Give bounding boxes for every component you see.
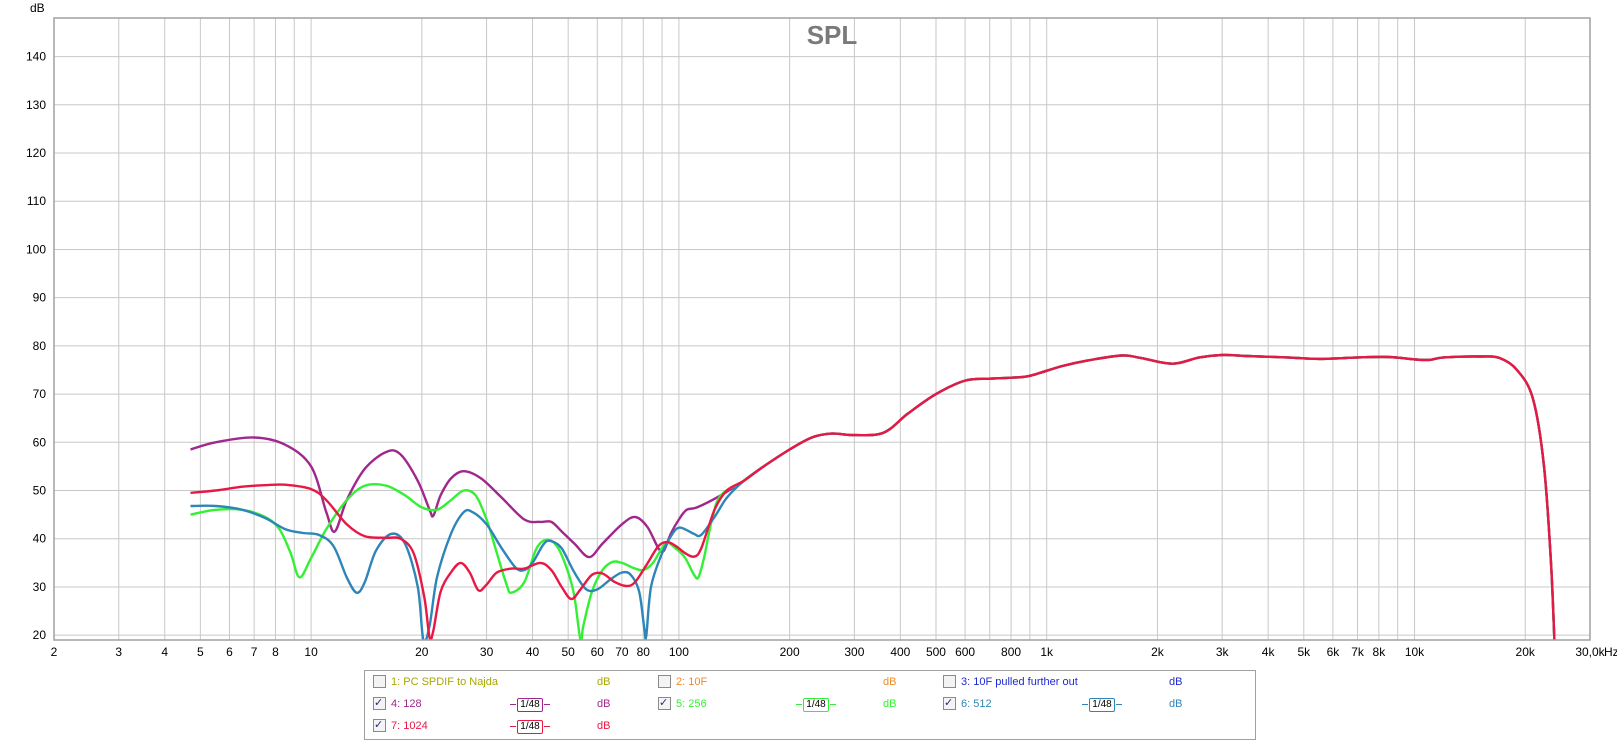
legend-text: 3: 10F pulled further out bbox=[961, 676, 1078, 688]
x-tick-label: 2 bbox=[51, 645, 58, 659]
y-tick-label: 80 bbox=[33, 339, 47, 353]
x-tick-label: 3k bbox=[1216, 645, 1230, 659]
y-tick-label: 60 bbox=[33, 435, 47, 449]
x-tick-label: 2k bbox=[1151, 645, 1165, 659]
legend-item: 4: 128 1/48 dB bbox=[365, 694, 1255, 713]
x-tick-label: 30,0k bbox=[1575, 645, 1605, 659]
x-tick-label: 600 bbox=[955, 645, 975, 659]
legend-text: 2: 10F bbox=[676, 676, 708, 688]
legend-item: 2: 10F dB bbox=[365, 673, 1255, 691]
legend-item: 6: 512 1/48 dB bbox=[365, 694, 1255, 713]
legend-label[interactable]: 2: 10F bbox=[658, 673, 707, 691]
grid bbox=[54, 18, 1590, 640]
y-tick-label: 100 bbox=[26, 242, 46, 256]
x-tick-label: 500 bbox=[926, 645, 946, 659]
x-tick-label: 80 bbox=[637, 645, 651, 659]
x-tick-label: 1k bbox=[1040, 645, 1054, 659]
legend-label[interactable]: 4: 128 bbox=[373, 694, 422, 713]
y-tick-label: 30 bbox=[33, 580, 47, 594]
legend-label[interactable]: 7: 1024 bbox=[373, 716, 428, 735]
x-tick-label: 800 bbox=[1001, 645, 1021, 659]
x-tick-label: 50 bbox=[561, 645, 575, 659]
x-tick-label: 6 bbox=[226, 645, 233, 659]
x-tick-label: 300 bbox=[844, 645, 864, 659]
smoothing-badge[interactable]: 1/48 bbox=[510, 698, 550, 712]
x-tick-label: 8k bbox=[1373, 645, 1387, 659]
series-line-4 bbox=[190, 353, 1556, 640]
x-axis-unit: Hz bbox=[1604, 645, 1617, 659]
x-tick-label: 200 bbox=[780, 645, 800, 659]
legend-item: 3: 10F pulled further out dB bbox=[365, 673, 1255, 691]
x-tick-label: 4 bbox=[161, 645, 168, 659]
y-tick-label: 120 bbox=[26, 146, 46, 160]
x-tick-label: 5 bbox=[197, 645, 204, 659]
legend-checkbox[interactable] bbox=[373, 694, 386, 712]
plot-frame bbox=[53, 17, 1591, 641]
y-tick-label: 20 bbox=[33, 628, 47, 642]
x-tick-label: 10 bbox=[304, 645, 318, 659]
legend-unit: dB bbox=[1169, 676, 1183, 688]
x-tick-label: 20 bbox=[415, 645, 429, 659]
legend-unit: dB bbox=[883, 676, 897, 688]
legend-checkbox[interactable] bbox=[373, 674, 386, 688]
y-tick-label: 70 bbox=[33, 387, 47, 401]
legend-label[interactable]: 3: 10F pulled further out bbox=[943, 673, 1078, 691]
series-line-6 bbox=[190, 353, 1556, 640]
legend-label[interactable]: 6: 512 bbox=[943, 694, 992, 713]
legend-item: 1: PC SPDIF to Najda dB bbox=[365, 673, 1255, 691]
legend-text: 5: 256 bbox=[676, 698, 707, 710]
x-tick-label: 7k bbox=[1351, 645, 1365, 659]
x-tick-label: 4k bbox=[1262, 645, 1276, 659]
legend-checkbox[interactable] bbox=[943, 674, 956, 688]
x-tick-label: 10k bbox=[1405, 645, 1425, 659]
smoothing-badge[interactable]: 1/48 bbox=[510, 720, 550, 734]
curves bbox=[190, 353, 1556, 640]
legend-text: 4: 128 bbox=[391, 698, 422, 710]
y-tick-label: 90 bbox=[33, 291, 47, 305]
smoothing-badge[interactable]: 1/48 bbox=[1082, 698, 1122, 712]
y-tick-label: 130 bbox=[26, 98, 46, 112]
legend-checkbox[interactable] bbox=[658, 674, 671, 688]
legend-checkbox[interactable] bbox=[943, 694, 956, 712]
legend-unit: dB bbox=[597, 720, 611, 732]
y-tick-label: 110 bbox=[27, 194, 46, 208]
x-tick-labels: 2 3 4 5 6 7 8 10 20 30 40 50 60 70 80 100 200 300 400 500 60… bbox=[51, 645, 1606, 659]
y-axis-label: dB bbox=[30, 1, 45, 15]
x-tick-label: 5k bbox=[1297, 645, 1311, 659]
y-tick-labels: 20 30 40 50 60 70 80 90 100 110 120 130 140 bbox=[26, 50, 46, 643]
x-tick-label: 6k bbox=[1327, 645, 1341, 659]
y-tick-label: 140 bbox=[26, 50, 46, 64]
smoothing-badge[interactable]: 1/48 bbox=[796, 698, 836, 712]
x-tick-label: 40 bbox=[526, 645, 540, 659]
legend-checkbox[interactable] bbox=[373, 716, 386, 734]
x-tick-label: 3 bbox=[115, 645, 122, 659]
legend-text: 1: PC SPDIF to Najda bbox=[391, 676, 498, 688]
y-tick-label: 40 bbox=[33, 532, 47, 546]
legend-item: 7: 1024 1/48 dB bbox=[365, 716, 1255, 735]
x-tick-label: 8 bbox=[272, 645, 279, 659]
legend-panel: 1: PC SPDIF to Najda dB 2: 10F dB 3: 10F pul… bbox=[364, 670, 1256, 740]
x-tick-label: 100 bbox=[669, 645, 689, 659]
x-tick-label: 60 bbox=[591, 645, 605, 659]
x-tick-label: 7 bbox=[251, 645, 258, 659]
legend-label[interactable]: 1: PC SPDIF to Najda bbox=[373, 673, 498, 691]
legend-text: 7: 1024 bbox=[391, 720, 428, 732]
legend-checkbox[interactable] bbox=[658, 694, 671, 712]
legend-label[interactable]: 5: 256 bbox=[658, 694, 707, 713]
chart-title: SPL bbox=[807, 20, 858, 50]
legend-unit: dB bbox=[597, 676, 611, 688]
legend-unit: dB bbox=[883, 698, 897, 710]
legend-unit: dB bbox=[1169, 698, 1183, 710]
series-line-5 bbox=[190, 353, 1556, 640]
legend-unit: dB bbox=[597, 698, 611, 710]
x-tick-label: 400 bbox=[890, 645, 910, 659]
x-tick-label: 30 bbox=[480, 645, 494, 659]
x-tick-label: 70 bbox=[615, 645, 629, 659]
y-tick-label: 50 bbox=[33, 484, 47, 498]
legend-item: 5: 256 1/48 dB bbox=[365, 694, 1255, 713]
legend-text: 6: 512 bbox=[961, 698, 992, 710]
x-tick-label: 20k bbox=[1516, 645, 1536, 659]
series-line-7 bbox=[190, 353, 1556, 640]
